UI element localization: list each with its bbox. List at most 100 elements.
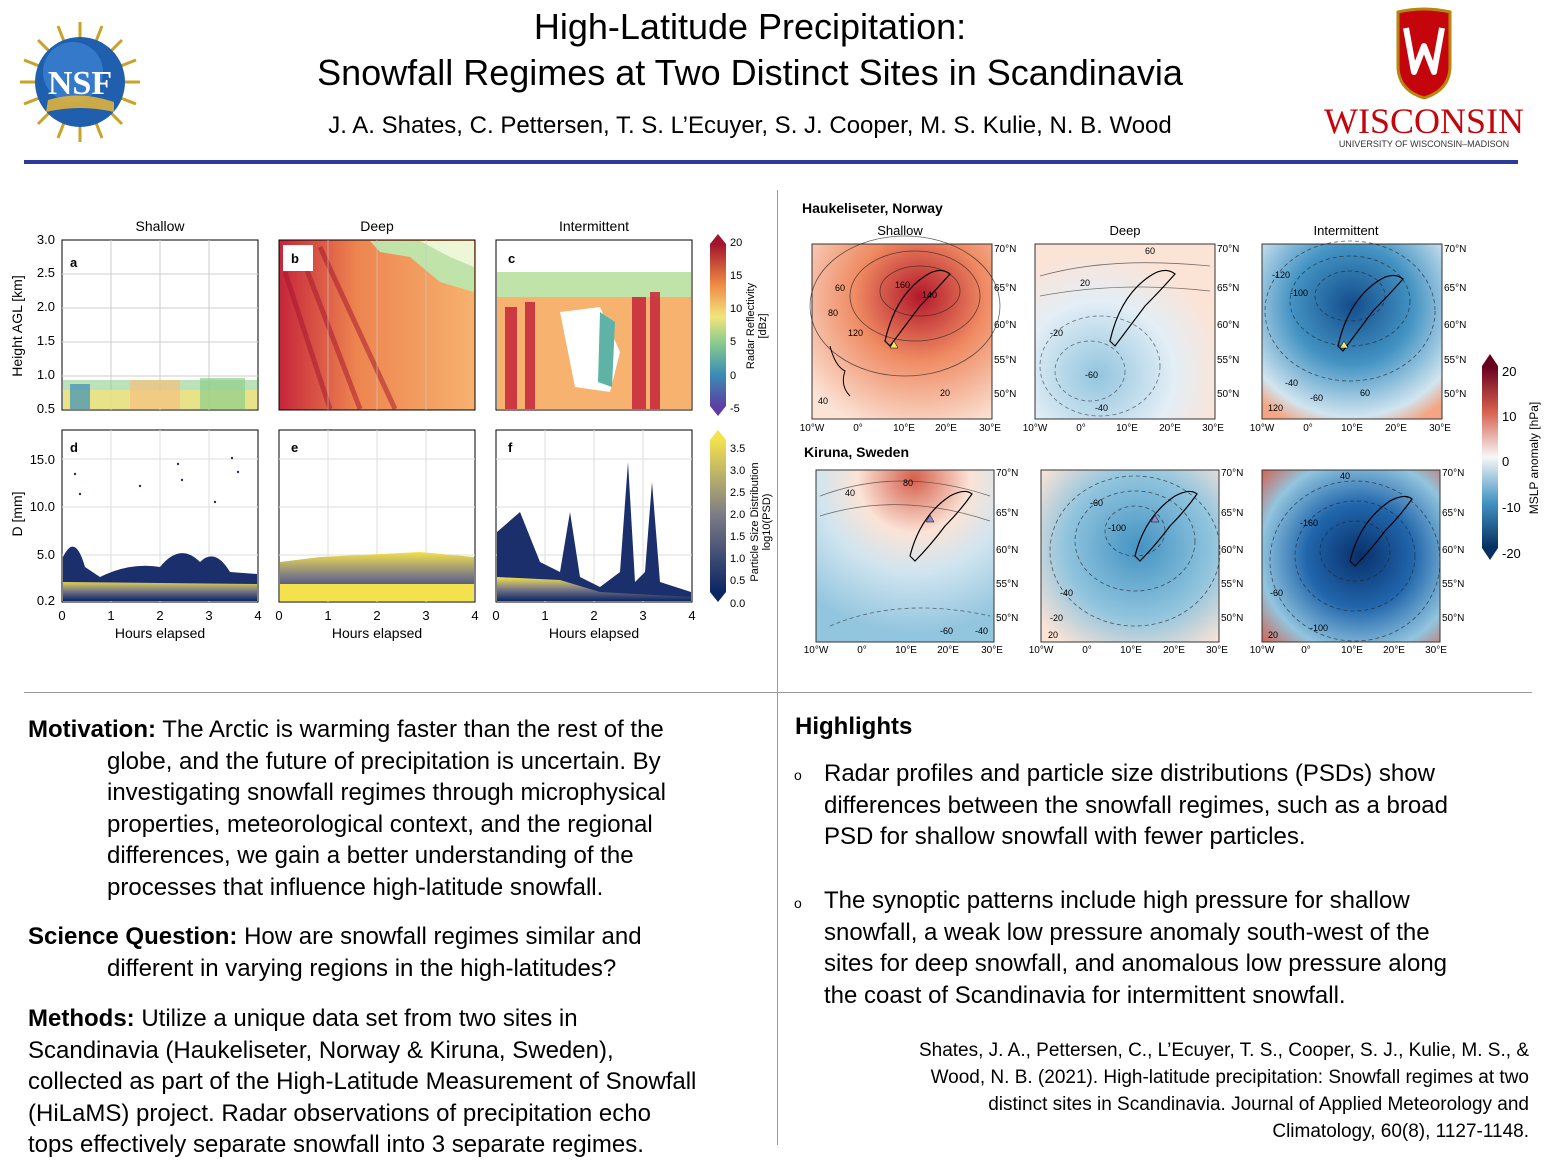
psd-ylabel: D [mm]	[9, 491, 25, 536]
lat-tick: 55°N	[996, 579, 1018, 590]
map-kiruna-deep: -100 -60 -40 -20 20	[1040, 469, 1221, 643]
contour-label: 80	[903, 478, 913, 488]
highlights-heading: Highlights	[795, 713, 913, 740]
bullet-icon: o	[794, 767, 802, 783]
contour-label: 20	[1080, 278, 1090, 288]
panel-letter-d: d	[70, 440, 78, 455]
panel-letter-e: e	[291, 440, 298, 455]
panel-b-deep-radar: b	[278, 239, 476, 411]
contour-label: -60	[940, 626, 953, 636]
lat-tick: 60°N	[1442, 545, 1464, 556]
contour-label: -100	[1290, 288, 1308, 298]
site-haukeliseter: Haukeliseter, Norway	[802, 200, 943, 216]
contour-label: -60	[1090, 498, 1103, 508]
lon-tick: 30°E	[1429, 423, 1451, 434]
map-col-shallow: Shallow	[877, 223, 923, 238]
cbar2-tick: 2.5	[730, 487, 745, 499]
motivation-label: Motivation:	[28, 716, 156, 743]
lat-tick: 60°N	[994, 320, 1016, 331]
contour-label: 40	[818, 396, 828, 406]
lat-tick: 60°N	[996, 545, 1018, 556]
lat-tick: 65°N	[996, 508, 1018, 519]
panel-letter-c: c	[508, 251, 515, 266]
contour-label: -60	[1085, 370, 1098, 380]
methods-text: Scandinavia (Haukeliseter, Norway & Kiru…	[28, 1036, 614, 1064]
lat-tick: 50°N	[1217, 389, 1239, 400]
cbar2-tick: 2.0	[730, 509, 745, 521]
contour-label: -60	[1270, 588, 1283, 598]
panel-e-deep-psd: e	[278, 429, 476, 603]
lon-tick: 20°E	[935, 423, 957, 434]
highlight-line: the coast of Scandinavia for intermitten…	[824, 981, 1346, 1009]
lon-tick: 0°	[853, 423, 863, 434]
cbar1-tick: 20	[730, 237, 742, 249]
lat-tick: 55°N	[1217, 355, 1239, 366]
contour-label: -40	[1060, 588, 1073, 598]
reflectivity-colorbar: 20 15 10 5 0 -5 Radar Reflectivity [dBz]	[710, 234, 769, 416]
cbar2-tick: 1.0	[730, 553, 745, 565]
mslp-tick: -10	[1502, 500, 1521, 515]
motivation-text: differences, we gain a better understand…	[107, 842, 634, 869]
highlight-line: sites for deep snowfall, and anomalous l…	[824, 950, 1448, 977]
cbar1-tick: -5	[730, 403, 740, 415]
contour-label: 60	[1360, 388, 1370, 398]
col-title-shallow: Shallow	[135, 218, 185, 234]
lat-tick: 50°N	[994, 389, 1016, 400]
panel-letter-f: f	[508, 440, 513, 455]
xtick: 0	[492, 608, 499, 623]
header-divider	[24, 160, 1518, 164]
xtick: 1	[324, 608, 331, 623]
lat-tick: 55°N	[1444, 355, 1466, 366]
map-col-deep: Deep	[1109, 223, 1140, 238]
lon-tick: 10°W	[1250, 645, 1275, 656]
xtick: 3	[422, 608, 429, 623]
section-divider	[24, 692, 1532, 693]
xtick: 3	[205, 608, 212, 623]
lon-tick: 20°E	[1159, 423, 1181, 434]
science-question-section: Science Question: How are snowfall regim…	[28, 921, 773, 984]
lon-tick: 10°E	[893, 423, 915, 434]
map-haukeliseter-shallow: 160 140 120 80 60 40 20	[809, 235, 1001, 420]
contour-label: -160	[1300, 518, 1318, 528]
panel-f-intermittent-psd: f	[495, 429, 693, 603]
map-kiruna-intermittent: 40 -160 -100 -60 20	[1261, 469, 1441, 643]
methods-label: Methods:	[28, 1005, 135, 1032]
lon-tick: 10°E	[1116, 423, 1138, 434]
column-divider	[777, 190, 778, 1145]
highlight-line: PSD for shallow snowfall with fewer part…	[824, 823, 1306, 850]
svg-text:WISCONSIN: WISCONSIN	[1324, 101, 1524, 141]
contour-label: -40	[1095, 403, 1108, 413]
psd-ytick: 0.2	[37, 593, 55, 608]
xtick: 1	[541, 608, 548, 623]
poster-title-line1: High-Latitude Precipitation:	[533, 6, 967, 47]
map-haukeliseter-intermittent: -120 -100 -60 -40 60 120	[1261, 240, 1443, 420]
xtick: 3	[639, 608, 646, 623]
map-haukeliseter-deep: 60 20 -20 -40 -60	[1034, 243, 1216, 420]
contour-label: -20	[1050, 613, 1063, 623]
lon-tick: 30°E	[1202, 423, 1224, 434]
radar-ytick: 1.5	[37, 333, 55, 348]
lat-tick: 65°N	[1444, 283, 1466, 294]
methods-text: tops effectively separate snowfall into …	[28, 1131, 644, 1158]
cbar2-label: Particle Size Distribution	[749, 462, 761, 581]
cbar1-tick: 5	[730, 336, 736, 348]
lat-tick: 70°N	[1221, 468, 1243, 479]
contour-label: 60	[1145, 246, 1155, 256]
citation-line: Shates, J. A., Pettersen, C., L’Ecuyer, …	[918, 1040, 1529, 1061]
radar-ytick: 2.5	[37, 265, 55, 280]
lon-tick: 0°	[1082, 645, 1092, 656]
contour-label: 80	[828, 308, 838, 318]
cbar2-tick: 3.5	[730, 443, 745, 455]
cbar2-tick: 0.5	[730, 575, 745, 587]
contour-label: -60	[1310, 393, 1323, 403]
lon-tick: 0°	[1301, 645, 1311, 656]
lat-tick: 55°N	[1221, 579, 1243, 590]
poster-title-line2: Snowfall Regimes at Two Distinct Sites i…	[317, 52, 1183, 93]
contour-label: -40	[975, 626, 988, 636]
xtick: 2	[590, 608, 597, 623]
lat-tick: 50°N	[1221, 613, 1243, 624]
bullet-icon: o	[794, 895, 802, 911]
site-kiruna: Kiruna, Sweden	[804, 444, 909, 460]
psd-colorbar: 3.5 3.0 2.5 2.0 1.5 1.0 0.5 0.0 Particle…	[710, 430, 773, 610]
radar-ytick: 1.0	[37, 367, 55, 382]
